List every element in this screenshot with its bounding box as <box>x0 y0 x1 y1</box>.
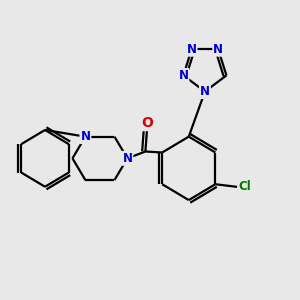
Text: N: N <box>187 43 196 56</box>
Text: Cl: Cl <box>238 180 251 194</box>
Text: O: O <box>141 116 153 130</box>
Text: N: N <box>122 152 132 165</box>
Text: N: N <box>200 85 210 98</box>
Text: N: N <box>178 69 188 82</box>
Text: N: N <box>80 130 90 143</box>
Text: N: N <box>213 43 223 56</box>
